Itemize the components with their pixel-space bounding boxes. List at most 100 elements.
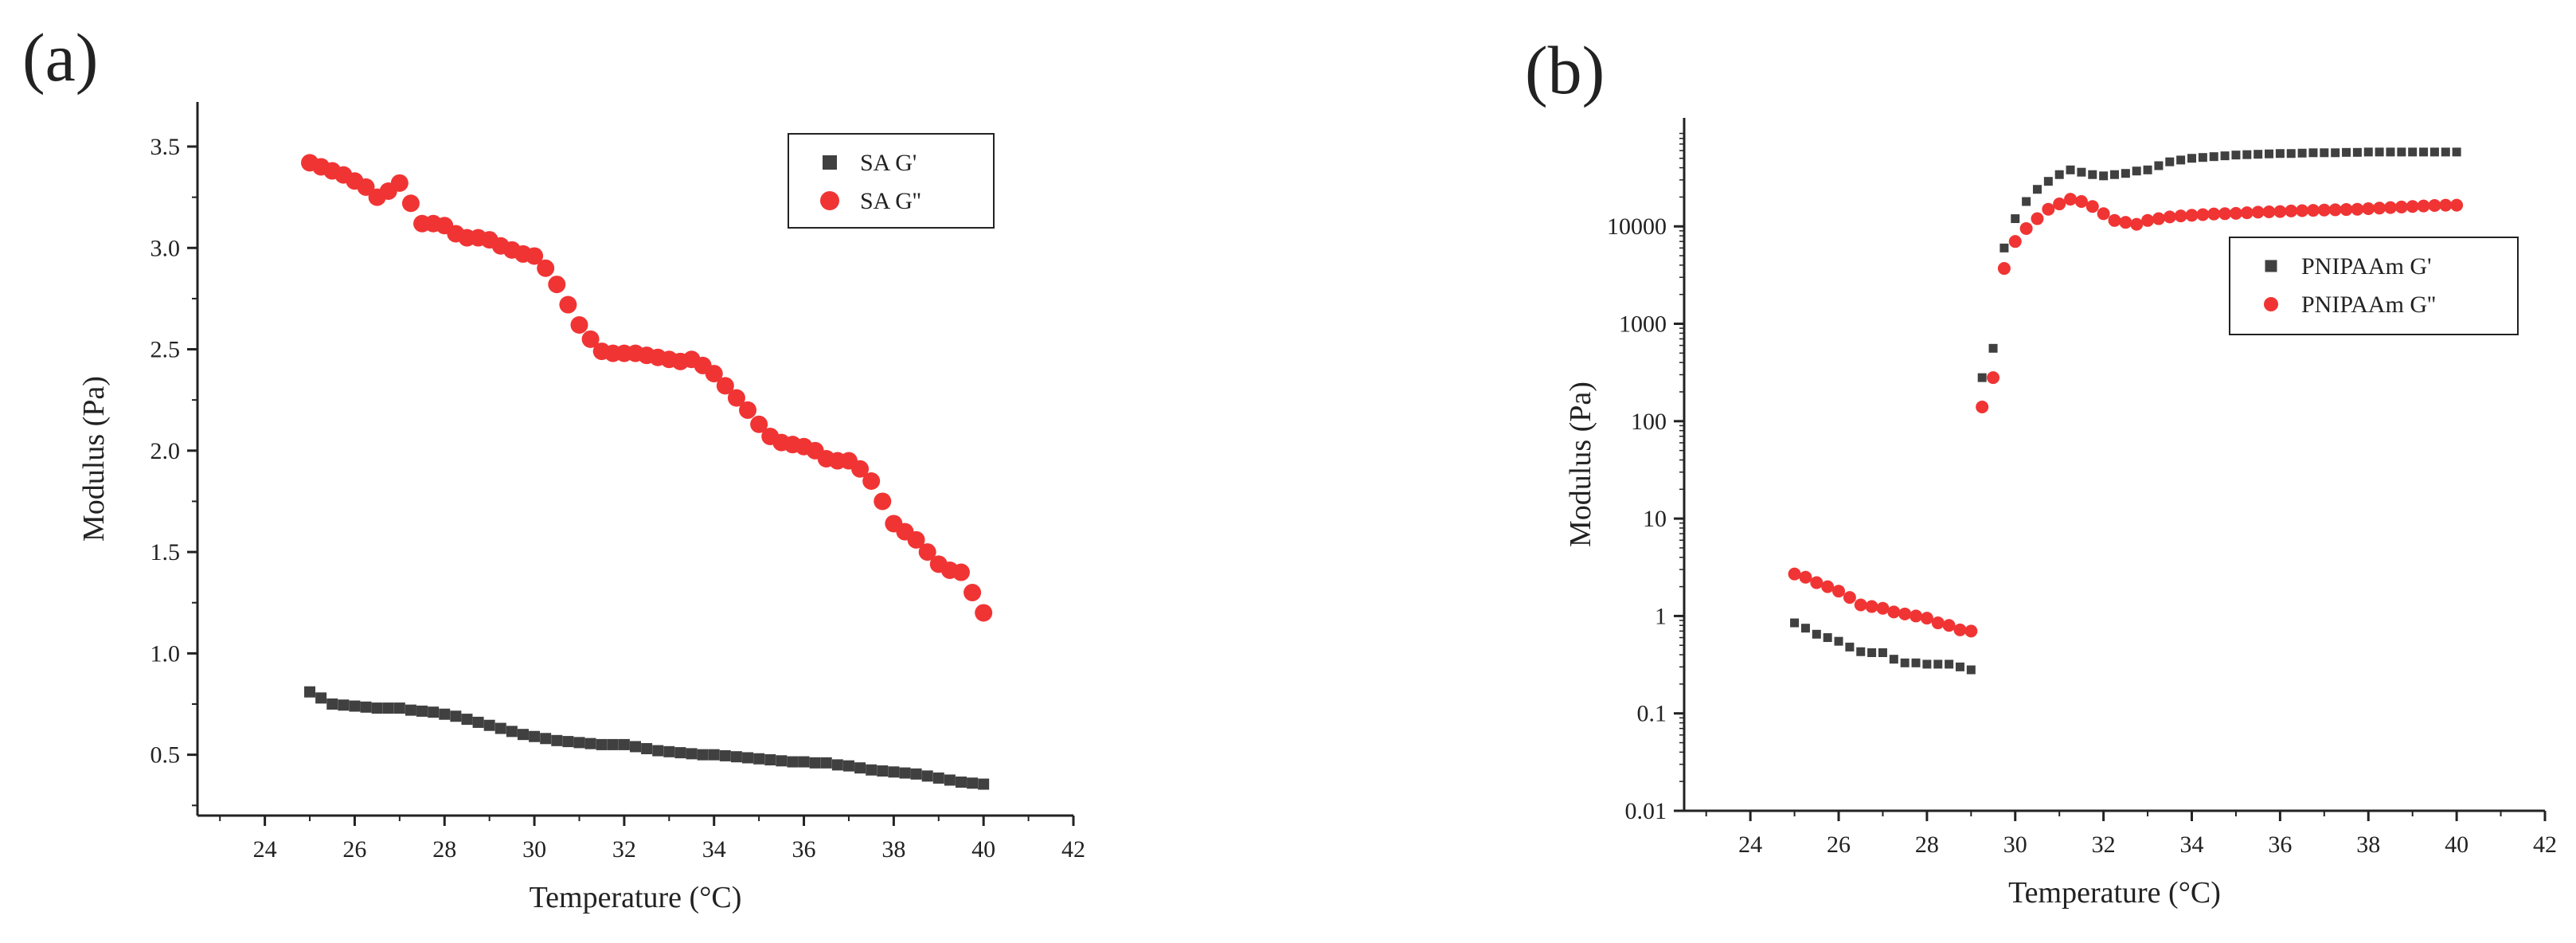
chart-b-series-1-point bbox=[1799, 570, 1812, 584]
chart-b-series-0-point bbox=[2320, 148, 2329, 158]
chart-a-x-tick-label: 26 bbox=[342, 836, 366, 863]
chart-b-series-1-point bbox=[1876, 601, 1890, 615]
chart-a-series-0-point bbox=[798, 756, 810, 768]
chart-a-legend-label: SA G' bbox=[860, 150, 917, 176]
chart-b-series-0-point bbox=[1823, 633, 1832, 643]
chart-b-series-0-point bbox=[2088, 170, 2097, 179]
chart-b-y-axis-title: Modulus (Pa) bbox=[1564, 382, 1597, 547]
chart-b-series-1-point bbox=[2351, 202, 2364, 216]
chart-b-x-tick-label: 24 bbox=[1738, 831, 1762, 858]
chart-a-series-0-point bbox=[472, 716, 484, 728]
chart-a-series-0-point bbox=[842, 760, 854, 772]
chart-a-series-0-point bbox=[304, 686, 316, 698]
chart-b-series-1-point bbox=[2152, 212, 2165, 225]
chart-a-series-0-point bbox=[483, 719, 495, 731]
chart-a-series-0-point bbox=[371, 702, 383, 714]
chart-a-x-tick-label: 34 bbox=[702, 836, 726, 863]
chart-b-series-0-point bbox=[2022, 197, 2031, 206]
chart-a-series-1-point bbox=[716, 377, 734, 395]
chart-a-y-tick-label: 2.5 bbox=[150, 337, 181, 363]
chart-a-series-0-point bbox=[921, 770, 933, 782]
chart-b-series-1-point bbox=[2185, 209, 2199, 222]
chart-a-series-0-point bbox=[506, 726, 518, 738]
chart-b-series-1-point bbox=[1898, 607, 1912, 620]
chart-a-series-0-point bbox=[461, 714, 473, 726]
chart-b-series-0-point bbox=[2132, 166, 2141, 176]
chart-a-series-1-point bbox=[581, 330, 600, 348]
chart-b-series-0-point bbox=[1878, 648, 1887, 657]
chart-a-x-tick-label: 32 bbox=[612, 836, 636, 863]
chart-b-series-0-point bbox=[1856, 647, 1866, 656]
chart-b-series-0-point bbox=[2143, 165, 2152, 174]
chart-b-series-1-point bbox=[2207, 207, 2221, 221]
chart-b-y-tick-label: 0.1 bbox=[1637, 701, 1667, 727]
chart-b-series-0-point bbox=[2408, 147, 2418, 157]
chart-b-series-0-point bbox=[2242, 150, 2252, 159]
chart-a-series-1-point bbox=[918, 543, 936, 561]
chart-b-series-0-point bbox=[2352, 147, 2362, 157]
chart-b-series-1-point bbox=[2394, 200, 2408, 213]
chart-a-series-0-point bbox=[831, 759, 843, 771]
chart-b-series-1-point bbox=[2439, 198, 2453, 212]
chart-a-series-1-point bbox=[559, 295, 577, 314]
chart-b-series-1-point bbox=[1942, 619, 1956, 632]
chart-b-series-0-point bbox=[2054, 170, 2064, 179]
chart-a-series-0-point bbox=[517, 729, 529, 741]
chart-b-series-0-point bbox=[1867, 648, 1877, 657]
chart-a-series-1-point bbox=[750, 415, 768, 433]
chart-b-series-1-point bbox=[2031, 212, 2044, 225]
chart-b-series-0-point bbox=[2254, 150, 2263, 159]
chart-a-x-axis-title: Temperature (°C) bbox=[530, 881, 742, 914]
chart-b-series-1-point bbox=[1987, 371, 2000, 385]
chart-b-x-axis-title: Temperature (°C) bbox=[2008, 876, 2221, 910]
chart-b-y-tick-label: 100 bbox=[1631, 409, 1667, 435]
chart-b-x-tick-label: 42 bbox=[2533, 831, 2557, 858]
chart-b-series-1-point bbox=[2130, 217, 2144, 231]
chart-b-series-0-point bbox=[2154, 161, 2164, 170]
chart-b-series-0-point bbox=[2209, 152, 2218, 162]
chart-a-series-0-point bbox=[719, 749, 731, 761]
chart-a-series-0-point bbox=[910, 768, 922, 780]
chart-b-series-0-point bbox=[2452, 147, 2461, 157]
chart-b-series-1-point bbox=[2196, 208, 2210, 221]
chart-a-series-1-point bbox=[390, 174, 408, 192]
chart-b-series-1-point bbox=[2085, 200, 2099, 213]
chart-b-series-1-point bbox=[1821, 580, 1835, 593]
chart-a-y-tick-label: 1.5 bbox=[150, 539, 181, 565]
chart-a-series-0-point bbox=[607, 738, 619, 750]
chart-b-series-0-point bbox=[1845, 642, 1855, 651]
chart-a-series-0-point bbox=[742, 752, 754, 764]
chart-a-series-1-point bbox=[851, 460, 870, 478]
chart-a-series-0-point bbox=[405, 704, 416, 716]
chart-b-y-tick-label: 1000 bbox=[1619, 311, 1667, 338]
chart-a-series-0-point bbox=[450, 710, 462, 722]
chart-a-series-1-point bbox=[537, 259, 555, 277]
chart-a-series-1-point bbox=[874, 492, 892, 511]
chart-b-series-0-point bbox=[1790, 618, 1800, 628]
chart-a-series-0-point bbox=[630, 741, 641, 753]
chart-a-x-tick-label: 38 bbox=[881, 836, 905, 863]
chart-b-series-1-point bbox=[2218, 207, 2232, 221]
chart-b-series-1-point bbox=[2008, 235, 2022, 248]
chart-b-series-1-point bbox=[1953, 623, 1967, 636]
chart-b-series-0-point bbox=[2032, 185, 2042, 194]
chart-b-series-0-point bbox=[1966, 665, 1976, 675]
chart-b-series-1-point bbox=[2141, 213, 2155, 227]
chart-b-series-1-point bbox=[2417, 199, 2430, 213]
chart-b-series-0-point bbox=[1800, 624, 1810, 633]
chart-a-y-tick-label: 3.0 bbox=[150, 235, 181, 261]
chart-b-series-1-point bbox=[2262, 205, 2276, 218]
chart-b-x-tick-label: 40 bbox=[2445, 831, 2469, 858]
chart-b-series-1-point bbox=[1931, 616, 1945, 630]
chart-a-series-1-point bbox=[526, 247, 544, 265]
chart-b-series-1-point bbox=[1832, 585, 1846, 598]
chart-a-series-0-point bbox=[382, 702, 394, 714]
chart-a-series-0-point bbox=[349, 700, 361, 712]
panel-label-a: (a) bbox=[22, 19, 99, 96]
chart-b-series-0-point bbox=[2397, 147, 2406, 157]
chart-a-series-0-point bbox=[540, 733, 552, 745]
chart-b-series-1-point bbox=[2251, 205, 2265, 219]
chart-b-series-1-point bbox=[2428, 198, 2441, 212]
chart-b-legend-box bbox=[2229, 237, 2519, 335]
